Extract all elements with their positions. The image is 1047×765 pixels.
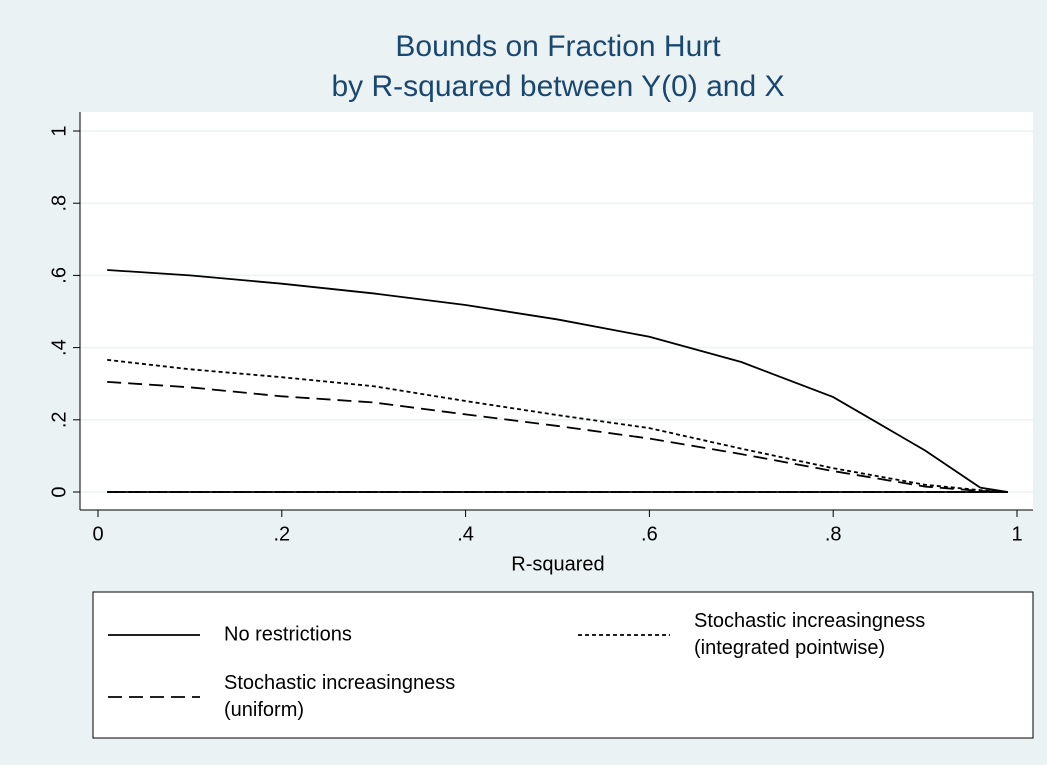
y-tick-label: .8 <box>48 195 70 212</box>
plot-area <box>80 112 1033 510</box>
x-tick-label: 1 <box>1011 523 1022 545</box>
chart-title: Bounds on Fraction Hurt <box>395 30 721 63</box>
upper-bound-line <box>107 380 1008 493</box>
x-tick-label: .4 <box>457 523 474 545</box>
y-tick-label: .6 <box>48 267 70 284</box>
x-tick-label: .8 <box>825 523 842 545</box>
legend-label: Stochastic increasingness <box>224 672 455 694</box>
legend <box>92 591 1034 739</box>
legend-label: (integrated pointwise) <box>694 637 885 659</box>
y-tick-label: 1 <box>48 125 70 136</box>
upper-bound-line <box>107 358 1008 493</box>
x-tick-label: .2 <box>273 523 290 545</box>
x-tick-label: .6 <box>641 523 658 545</box>
chart-subtitle: by R-squared between Y(0) and X <box>331 70 784 103</box>
x-tick-label: 0 <box>92 523 103 545</box>
upper-bound-line <box>107 269 1008 493</box>
y-tick-label: .2 <box>48 411 70 428</box>
y-tick-label: .4 <box>48 339 70 356</box>
legend-label: No restrictions <box>224 623 352 645</box>
y-tick-label: 0 <box>48 486 70 497</box>
x-axis-label: R-squared <box>511 553 604 575</box>
legend-label: Stochastic increasingness <box>694 610 925 632</box>
legend-label: (uniform) <box>224 699 304 721</box>
